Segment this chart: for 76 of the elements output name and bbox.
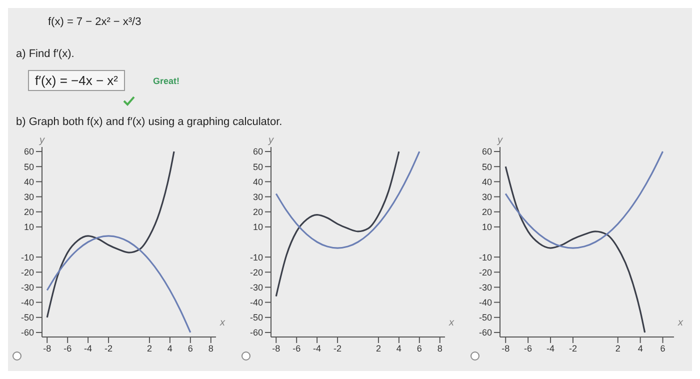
y-tick-label: -50 [478, 312, 492, 323]
x-tick-label: 2 [376, 343, 381, 354]
line-series [275, 150, 420, 249]
x-tick-label: 8 [437, 343, 442, 354]
x-tick-label: -8 [502, 343, 510, 354]
line-series [504, 150, 664, 249]
x-tick-label: -6 [524, 343, 532, 354]
y-tick-label: 60 [482, 146, 492, 157]
y-tick-label: -40 [20, 298, 34, 308]
y-axis-title: y [38, 135, 46, 146]
y-tick-label: 20 [252, 207, 263, 218]
y-tick-label: -50 [20, 312, 34, 323]
y-tick-label: 20 [482, 207, 492, 218]
x-tick-label: -8 [272, 343, 280, 354]
y-tick-label: 50 [24, 162, 34, 172]
x-tick-label: 6 [188, 343, 193, 354]
y-tick-label: 50 [252, 162, 263, 172]
y-axis-title: y [268, 135, 274, 146]
line-series [46, 150, 175, 318]
x-axis-title: x [448, 318, 455, 329]
x-tick-label: -8 [43, 343, 52, 354]
text: f′(x) = −4x − x² [28, 70, 125, 91]
x-tick-label: 4 [396, 343, 402, 354]
y-tick-label: -30 [478, 282, 492, 292]
x-tick-label: -6 [292, 343, 301, 354]
x-tick-label: 8 [208, 343, 214, 354]
y-tick-label: -20 [478, 267, 492, 278]
y-tick-label: -30 [250, 282, 263, 292]
x-tick-label: -2 [104, 343, 113, 354]
y-axis-title: y [496, 135, 504, 146]
y-tick-label: -40 [478, 298, 492, 308]
y-tick-label: 40 [24, 176, 34, 187]
y-tick-label: -60 [478, 328, 492, 338]
y-tick-label: -50 [250, 312, 263, 323]
y-tick-label: 20 [24, 207, 34, 218]
y-tick-label: -30 [20, 282, 34, 292]
y-tick-label: 10 [482, 222, 492, 232]
y-tick-label: 30 [482, 192, 492, 202]
line-series [275, 150, 400, 298]
y-tick-label: -20 [250, 267, 263, 278]
y-tick-label: -60 [20, 328, 34, 338]
y-tick-label: 50 [482, 162, 492, 172]
x-tick-label: 6 [660, 343, 666, 354]
line-series [46, 235, 192, 334]
y-tick-label: -60 [250, 328, 263, 338]
y-tick-label: 60 [24, 146, 34, 157]
x-tick-label: -4 [546, 343, 555, 354]
y-tick-label: -40 [250, 298, 263, 308]
text: f(x) = 7 − 2x² − x³/3 [48, 16, 142, 28]
x-tick-label: 6 [416, 343, 422, 354]
y-tick-label: 10 [24, 222, 34, 232]
x-tick-label: 4 [638, 343, 643, 354]
x-tick-label: -4 [313, 343, 322, 354]
y-tick-label: 40 [482, 176, 492, 187]
y-tick-label: 60 [252, 146, 263, 157]
y-tick-label: 30 [252, 192, 263, 202]
x-tick-label: -2 [334, 343, 342, 354]
x-axis-title: x [219, 318, 226, 329]
y-tick-label: 30 [24, 192, 34, 202]
x-axis-title: x [677, 318, 684, 329]
x-tick-label: 4 [167, 343, 172, 354]
y-tick-label: -10 [250, 252, 263, 262]
text: b) Graph both f(x) and f′(x) using a graphing calculator. [16, 116, 282, 128]
y-tick-label: 10 [252, 222, 263, 232]
y-tick-label: -20 [20, 267, 34, 278]
y-tick-label: 40 [252, 176, 263, 187]
y-tick-label: -10 [478, 252, 492, 262]
text: Great! [153, 76, 180, 86]
x-tick-label: 2 [146, 343, 152, 354]
x-tick-label: 2 [615, 343, 620, 354]
text: a) Find f′(x). [16, 48, 74, 60]
line-series [504, 166, 646, 334]
x-tick-label: -2 [568, 343, 577, 354]
x-tick-label: -4 [84, 343, 92, 354]
x-tick-label: -6 [64, 343, 72, 354]
y-tick-label: -10 [20, 252, 34, 262]
